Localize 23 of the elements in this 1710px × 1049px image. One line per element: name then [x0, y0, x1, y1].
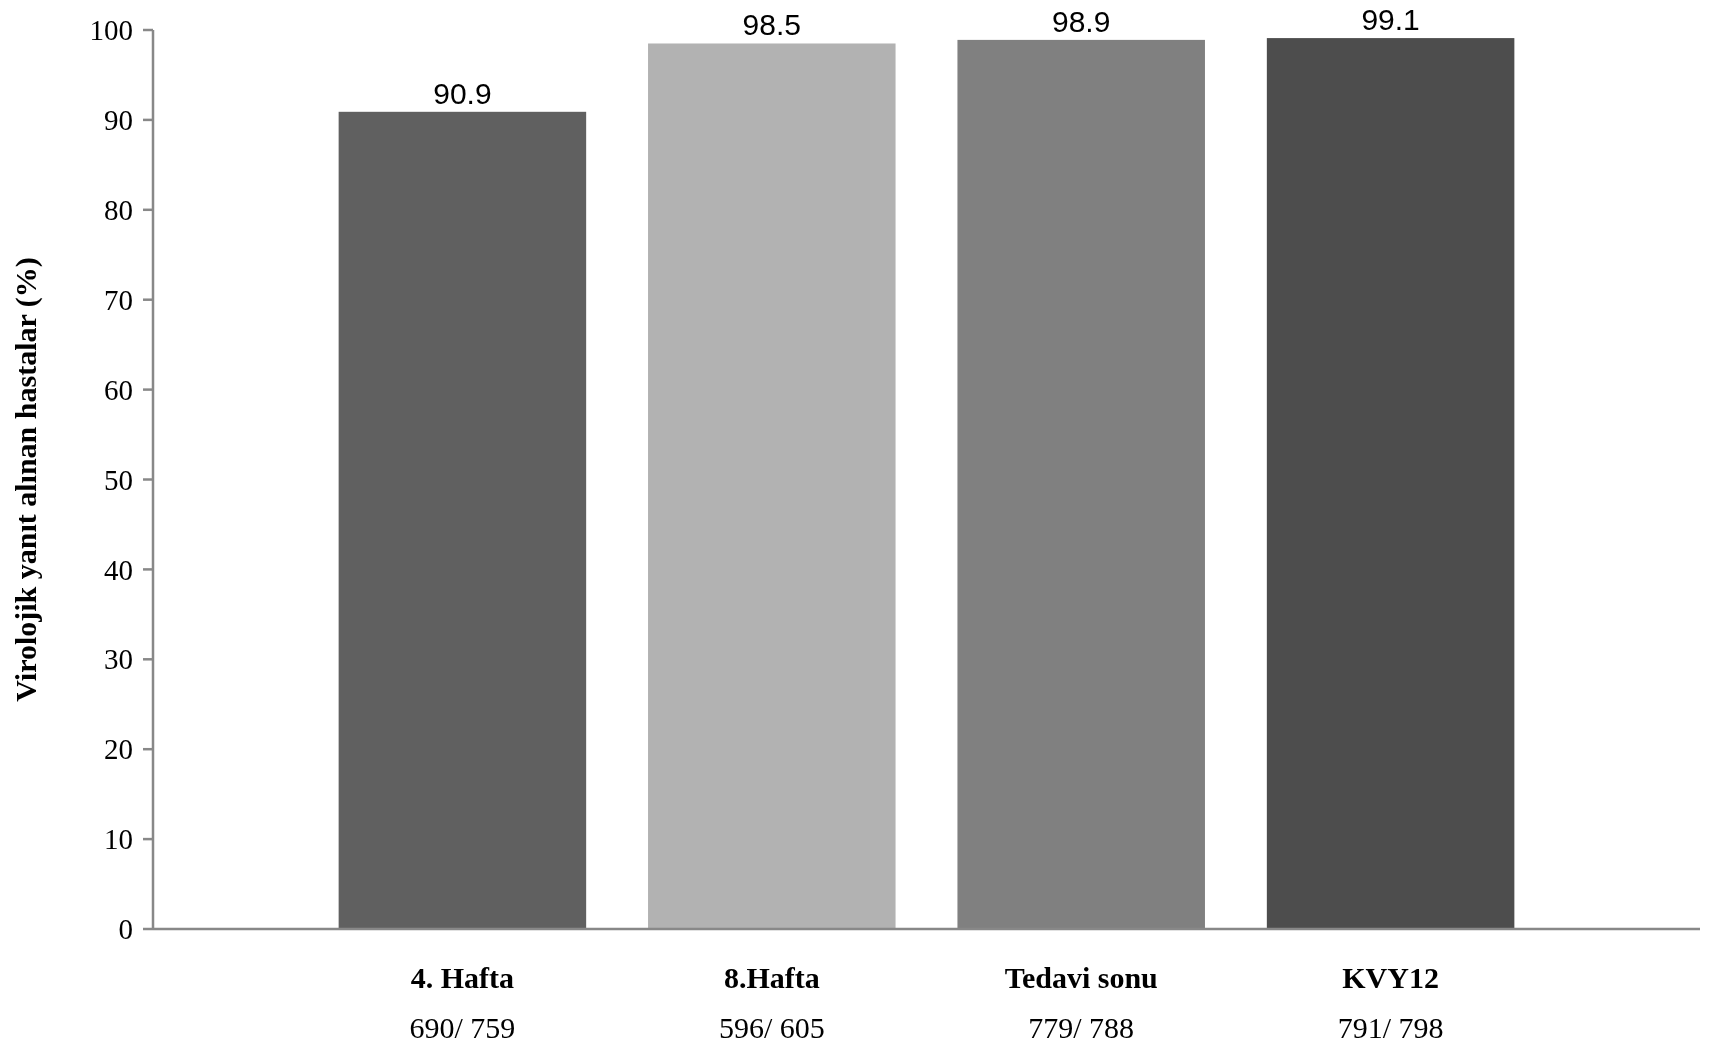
x-tick-label: 8.Hafta 596/ 605 — [718, 961, 825, 1044]
bar — [1266, 38, 1515, 929]
y-axis-title: Virolojik yanıt alınan hastalar (%) — [9, 257, 43, 702]
data-label: 98.5 — [742, 8, 801, 42]
y-tick-label: 0 — [118, 913, 133, 946]
y-tick-label: 50 — [104, 463, 133, 496]
data-label: 98.9 — [1052, 4, 1111, 38]
y-tick-label: 40 — [104, 553, 133, 586]
y-tick-label: 10 — [104, 823, 133, 856]
x-tick-label: Tedavi sonu 779/ 788 — [1004, 961, 1158, 1044]
y-tick-label: 60 — [104, 373, 133, 406]
y-tick-label: 80 — [104, 193, 133, 226]
data-label: 90.9 — [433, 76, 492, 110]
x-tick-label: 4. Hafta 690/ 759 — [409, 961, 516, 1044]
bar — [338, 111, 587, 929]
y-tick-label: 90 — [104, 104, 133, 137]
bar — [648, 43, 896, 929]
data-label: 99.1 — [1361, 3, 1420, 37]
y-tick-label: 70 — [104, 283, 133, 316]
y-tick-label: 30 — [104, 643, 133, 676]
x-tick-label: KVY12 791/ 798 — [1337, 961, 1444, 1044]
y-tick-label: 20 — [104, 733, 133, 766]
y-tick-label: 100 — [89, 14, 133, 47]
